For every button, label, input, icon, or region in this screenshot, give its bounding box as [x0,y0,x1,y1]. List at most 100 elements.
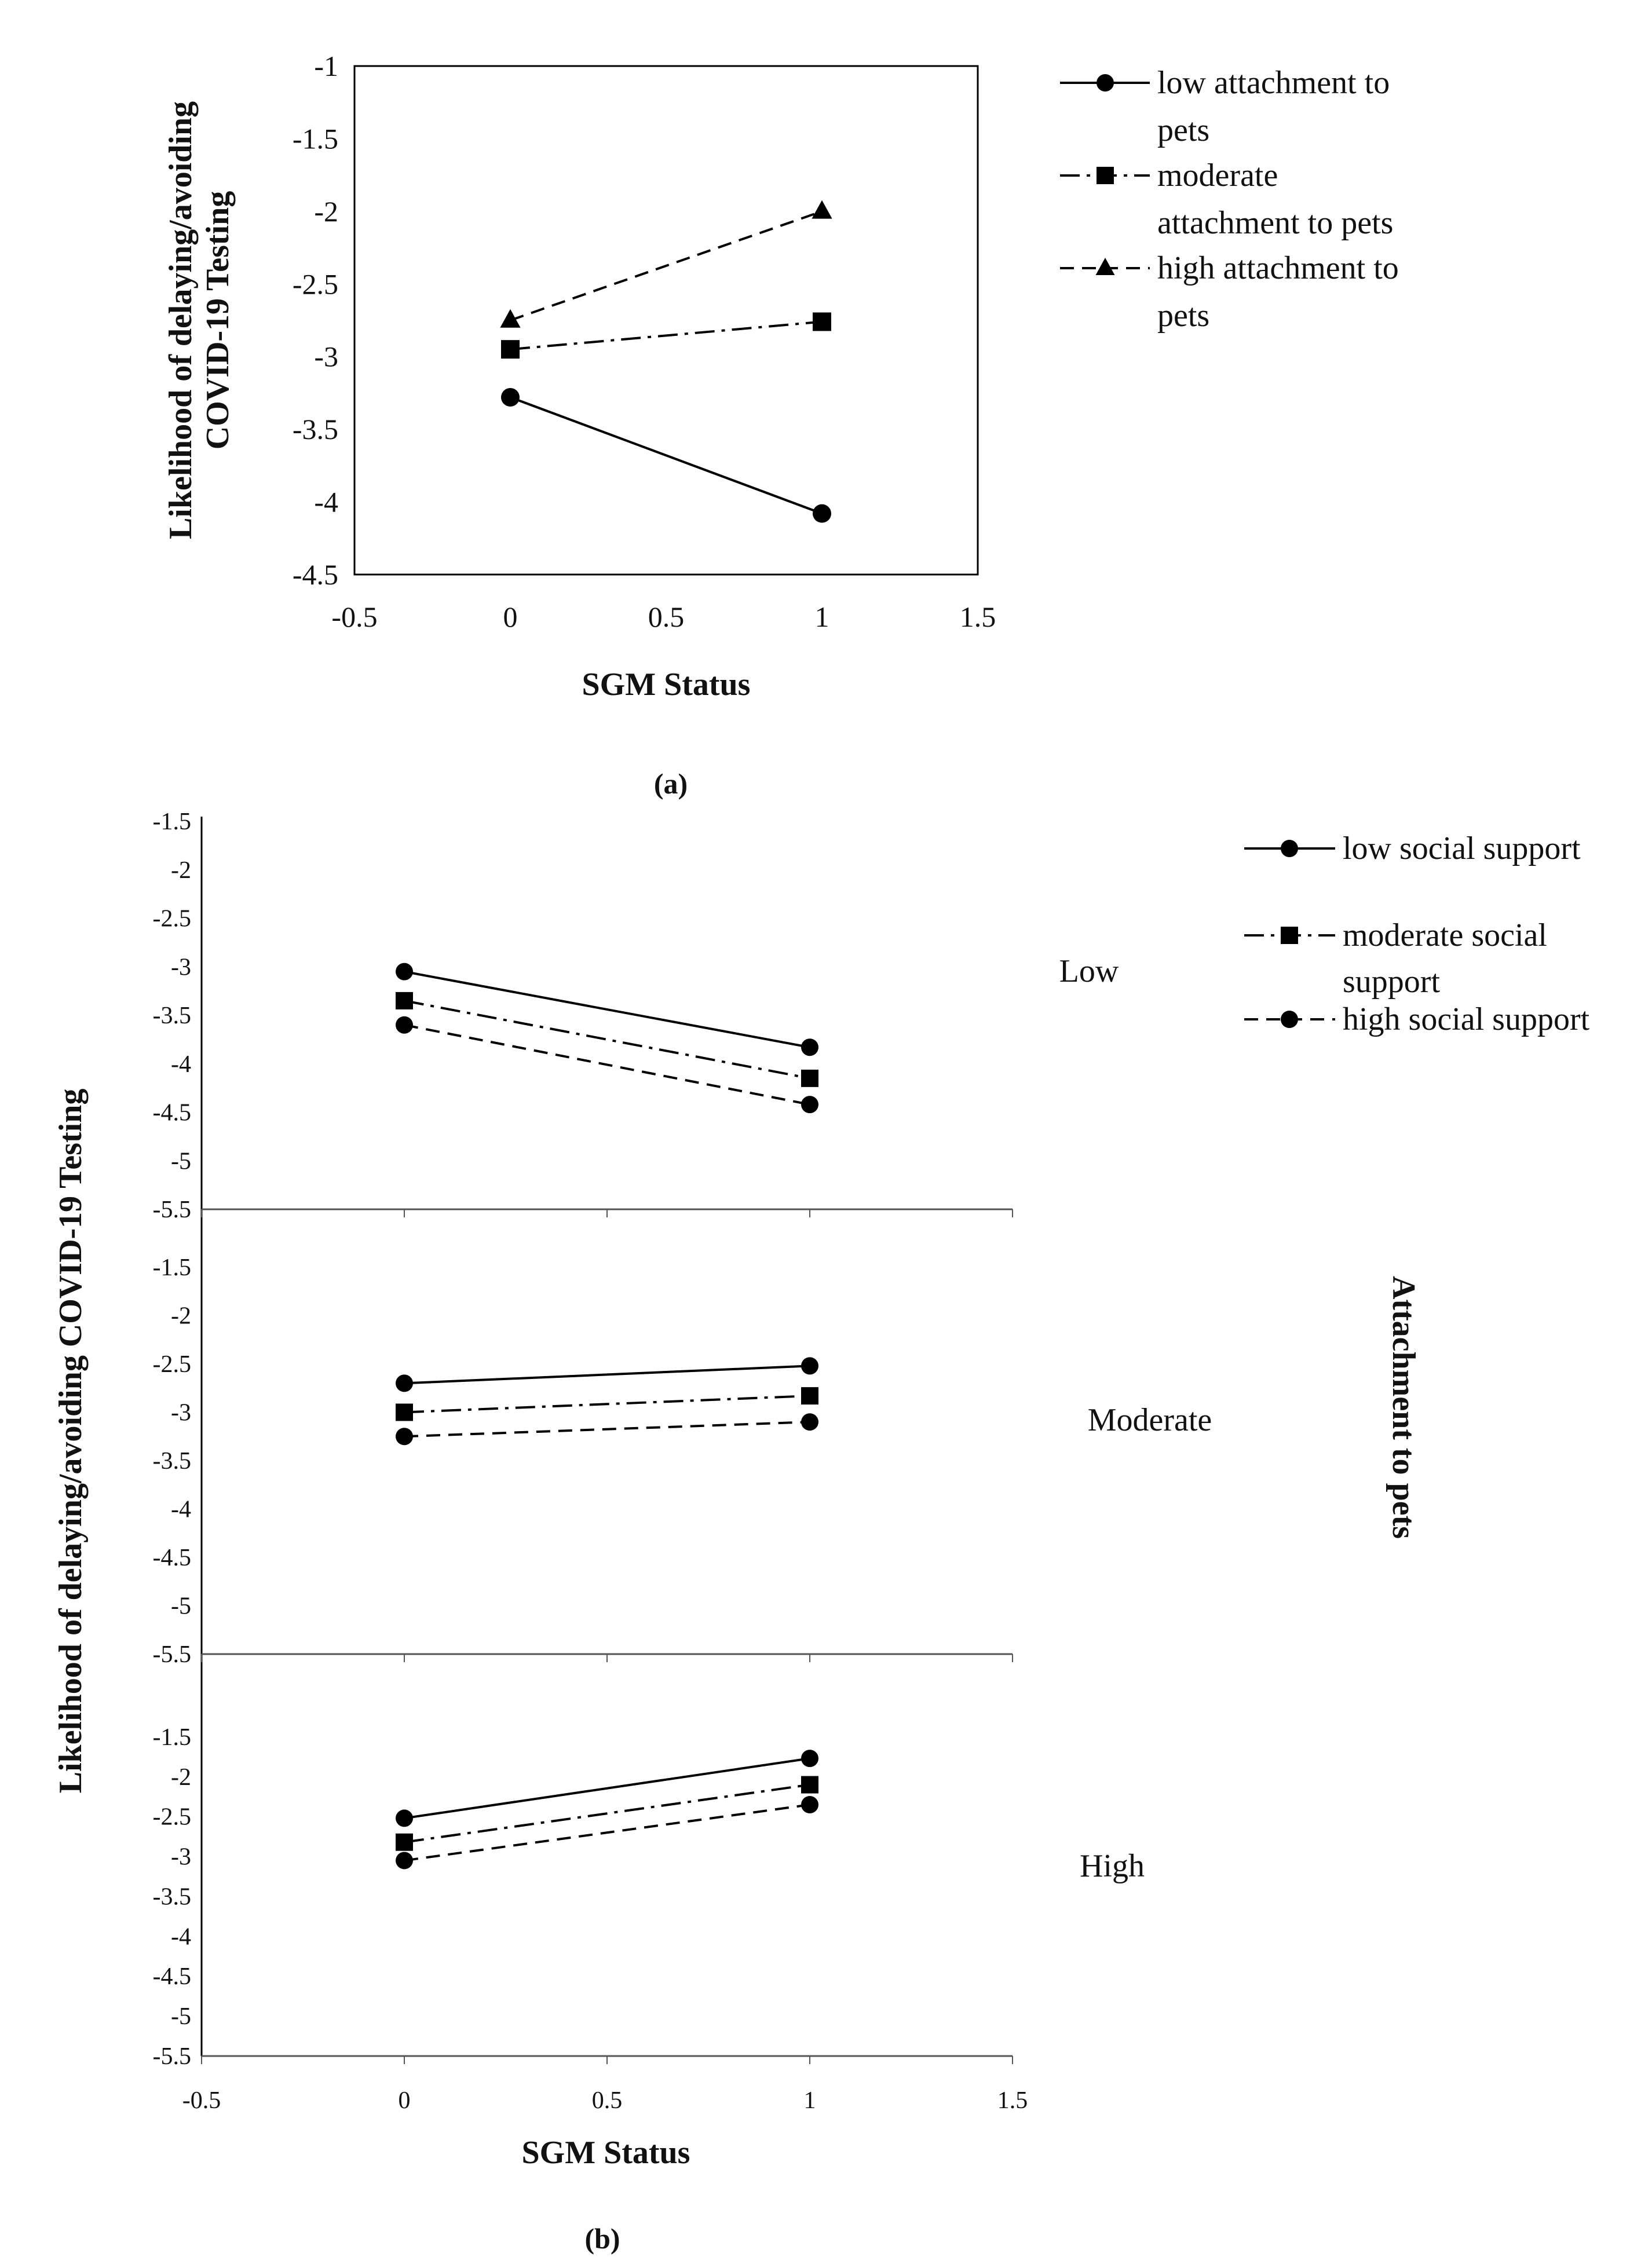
x-tick-label: 1.5 [960,601,996,633]
data-point-circle [396,1852,413,1870]
series-line-moderate-social-support [404,1783,810,1843]
facet-label: Low [1059,953,1119,989]
caption-b: (b) [584,2222,620,2255]
y-tick-label: -3.5 [153,1883,192,1910]
data-point-square [801,1776,818,1794]
series-line-high-social-support [404,1023,810,1106]
legend-label: moderate social [1343,917,1547,953]
data-point-triangle [812,200,832,219]
panel-a-chart: -1 -1.5 -2 -2.5 -3 -3.5 -4 -4.5 -0.5 0 0.5 1 1.5 SGM … [163,50,1399,703]
legend-label: high attachment to [1157,250,1399,286]
y-tick-label: -1.5 [153,1724,192,1751]
series-line-low-attachment-to-pets [510,396,823,515]
x-tick-label: 0.5 [648,601,685,633]
series-line-high-attachment-to-pets [510,210,823,321]
y-tick-label: -1.5 [153,1254,192,1281]
y-tick-label: -2.5 [153,1804,192,1831]
data-point-circle [801,1796,818,1813]
y-tick-label: -4.5 [153,1100,192,1126]
legend-swatch-marker [1095,258,1115,275]
y-axis-title: Likelihood of delaying/avoiding COVID-19… [53,1089,89,1794]
x-tick-label: 1 [815,601,829,633]
y-tick-label: -1.5 [293,122,338,155]
legend-label: high social support [1343,1001,1590,1037]
facet-label: High [1080,1848,1145,1884]
y-tick-label: -4 [314,486,338,518]
y-tick-label: -5.5 [153,1641,192,1668]
series-line-high-social-support [404,1804,810,1862]
data-point-circle [501,387,520,407]
legend-label: support [1343,964,1440,1000]
data-point-square [813,312,831,331]
data-point-square [801,1069,818,1087]
x-tick-label: 1.5 [997,2087,1028,2114]
legend-label: low social support [1343,831,1581,866]
data-point-circle [396,1428,413,1446]
x-tick-label: 0 [503,601,518,633]
caption-a: (a) [654,767,688,800]
y-axis-title-line: COVID-19 Testing [200,191,236,450]
y-tick-label: -4.5 [153,1545,192,1571]
y-axis-title: Likelihood of delaying/avoidingCOVID-19 … [163,101,236,539]
x-tick-label: 0 [399,2087,411,2114]
series-line-moderate-attachment-to-pets [510,320,823,351]
legend-swatch-marker [1281,840,1298,857]
y-tick-label: -3.5 [153,1448,192,1475]
y-tick-label: -4 [171,1923,191,1950]
data-point-circle [813,504,831,523]
y-tick-label: -3 [314,341,338,373]
y-tick-label: -2 [171,1764,191,1791]
data-point-circle [396,1809,413,1827]
data-point-triangle [500,309,521,328]
series-line-low-social-support [404,1365,810,1385]
y-tick-label: -3 [171,1400,191,1426]
y-tick-label: -3 [171,954,191,981]
data-point-circle [801,1038,818,1056]
facet-label: Moderate [1088,1402,1212,1438]
data-point-square [396,1403,413,1421]
series-line-moderate-social-support [404,999,810,1080]
data-point-circle [396,1374,413,1392]
data-point-square [396,992,413,1009]
y-tick-label: -4.5 [293,558,338,591]
plot-area-a [353,65,979,576]
y-tick-label: -1.5 [153,809,192,835]
panel-b-chart: -1.5 -2 -2.5 -3 -3.5 -4 -4.5 -5 -5.5 Low -1.5 -2 -2.… [53,809,1590,2171]
legend-swatch-marker [1281,1011,1298,1028]
x-tick-label: 1 [804,2087,816,2114]
x-tick-label: -0.5 [182,2087,221,2114]
series-line-moderate-social-support [404,1395,810,1414]
x-axis-title: SGM Status [582,667,751,703]
y-tick-label: -5 [171,2003,191,2030]
data-point-square [501,340,520,359]
y-tick-label: -1 [314,50,338,82]
y-tick-label: -2.5 [153,1351,192,1378]
y-tick-label: -3 [171,1844,191,1871]
legend-label: pets [1157,112,1209,148]
y-tick-label: -2 [171,1303,191,1330]
y-tick-label: -2.5 [153,906,192,932]
legend-swatch-marker [1097,167,1114,184]
data-point-circle [396,1016,413,1034]
x-tick-label: 0.5 [592,2087,623,2114]
series-line-high-social-support [404,1421,810,1438]
legend-label: low attachment to [1157,65,1390,101]
data-point-circle [801,1357,818,1375]
data-point-square [396,1833,413,1851]
y-tick-label: -2.5 [293,268,338,300]
x-tick-label: -0.5 [331,601,377,633]
y-tick-label: -4 [171,1051,191,1078]
data-point-circle [801,1750,818,1768]
legend-label: attachment to pets [1157,205,1393,241]
legend-label: moderate [1157,158,1278,193]
y-tick-label: -2 [314,195,338,228]
y-tick-label: -3.5 [293,413,338,445]
data-point-circle [396,963,413,981]
y-tick-label: -4 [171,1497,191,1523]
series-line-low-social-support [404,970,810,1049]
y-tick-label: -5.5 [153,1197,192,1223]
y-tick-label: -5 [171,1148,191,1175]
y-tick-label: -5.5 [153,2043,192,2070]
y-tick-label: -2 [171,857,191,884]
